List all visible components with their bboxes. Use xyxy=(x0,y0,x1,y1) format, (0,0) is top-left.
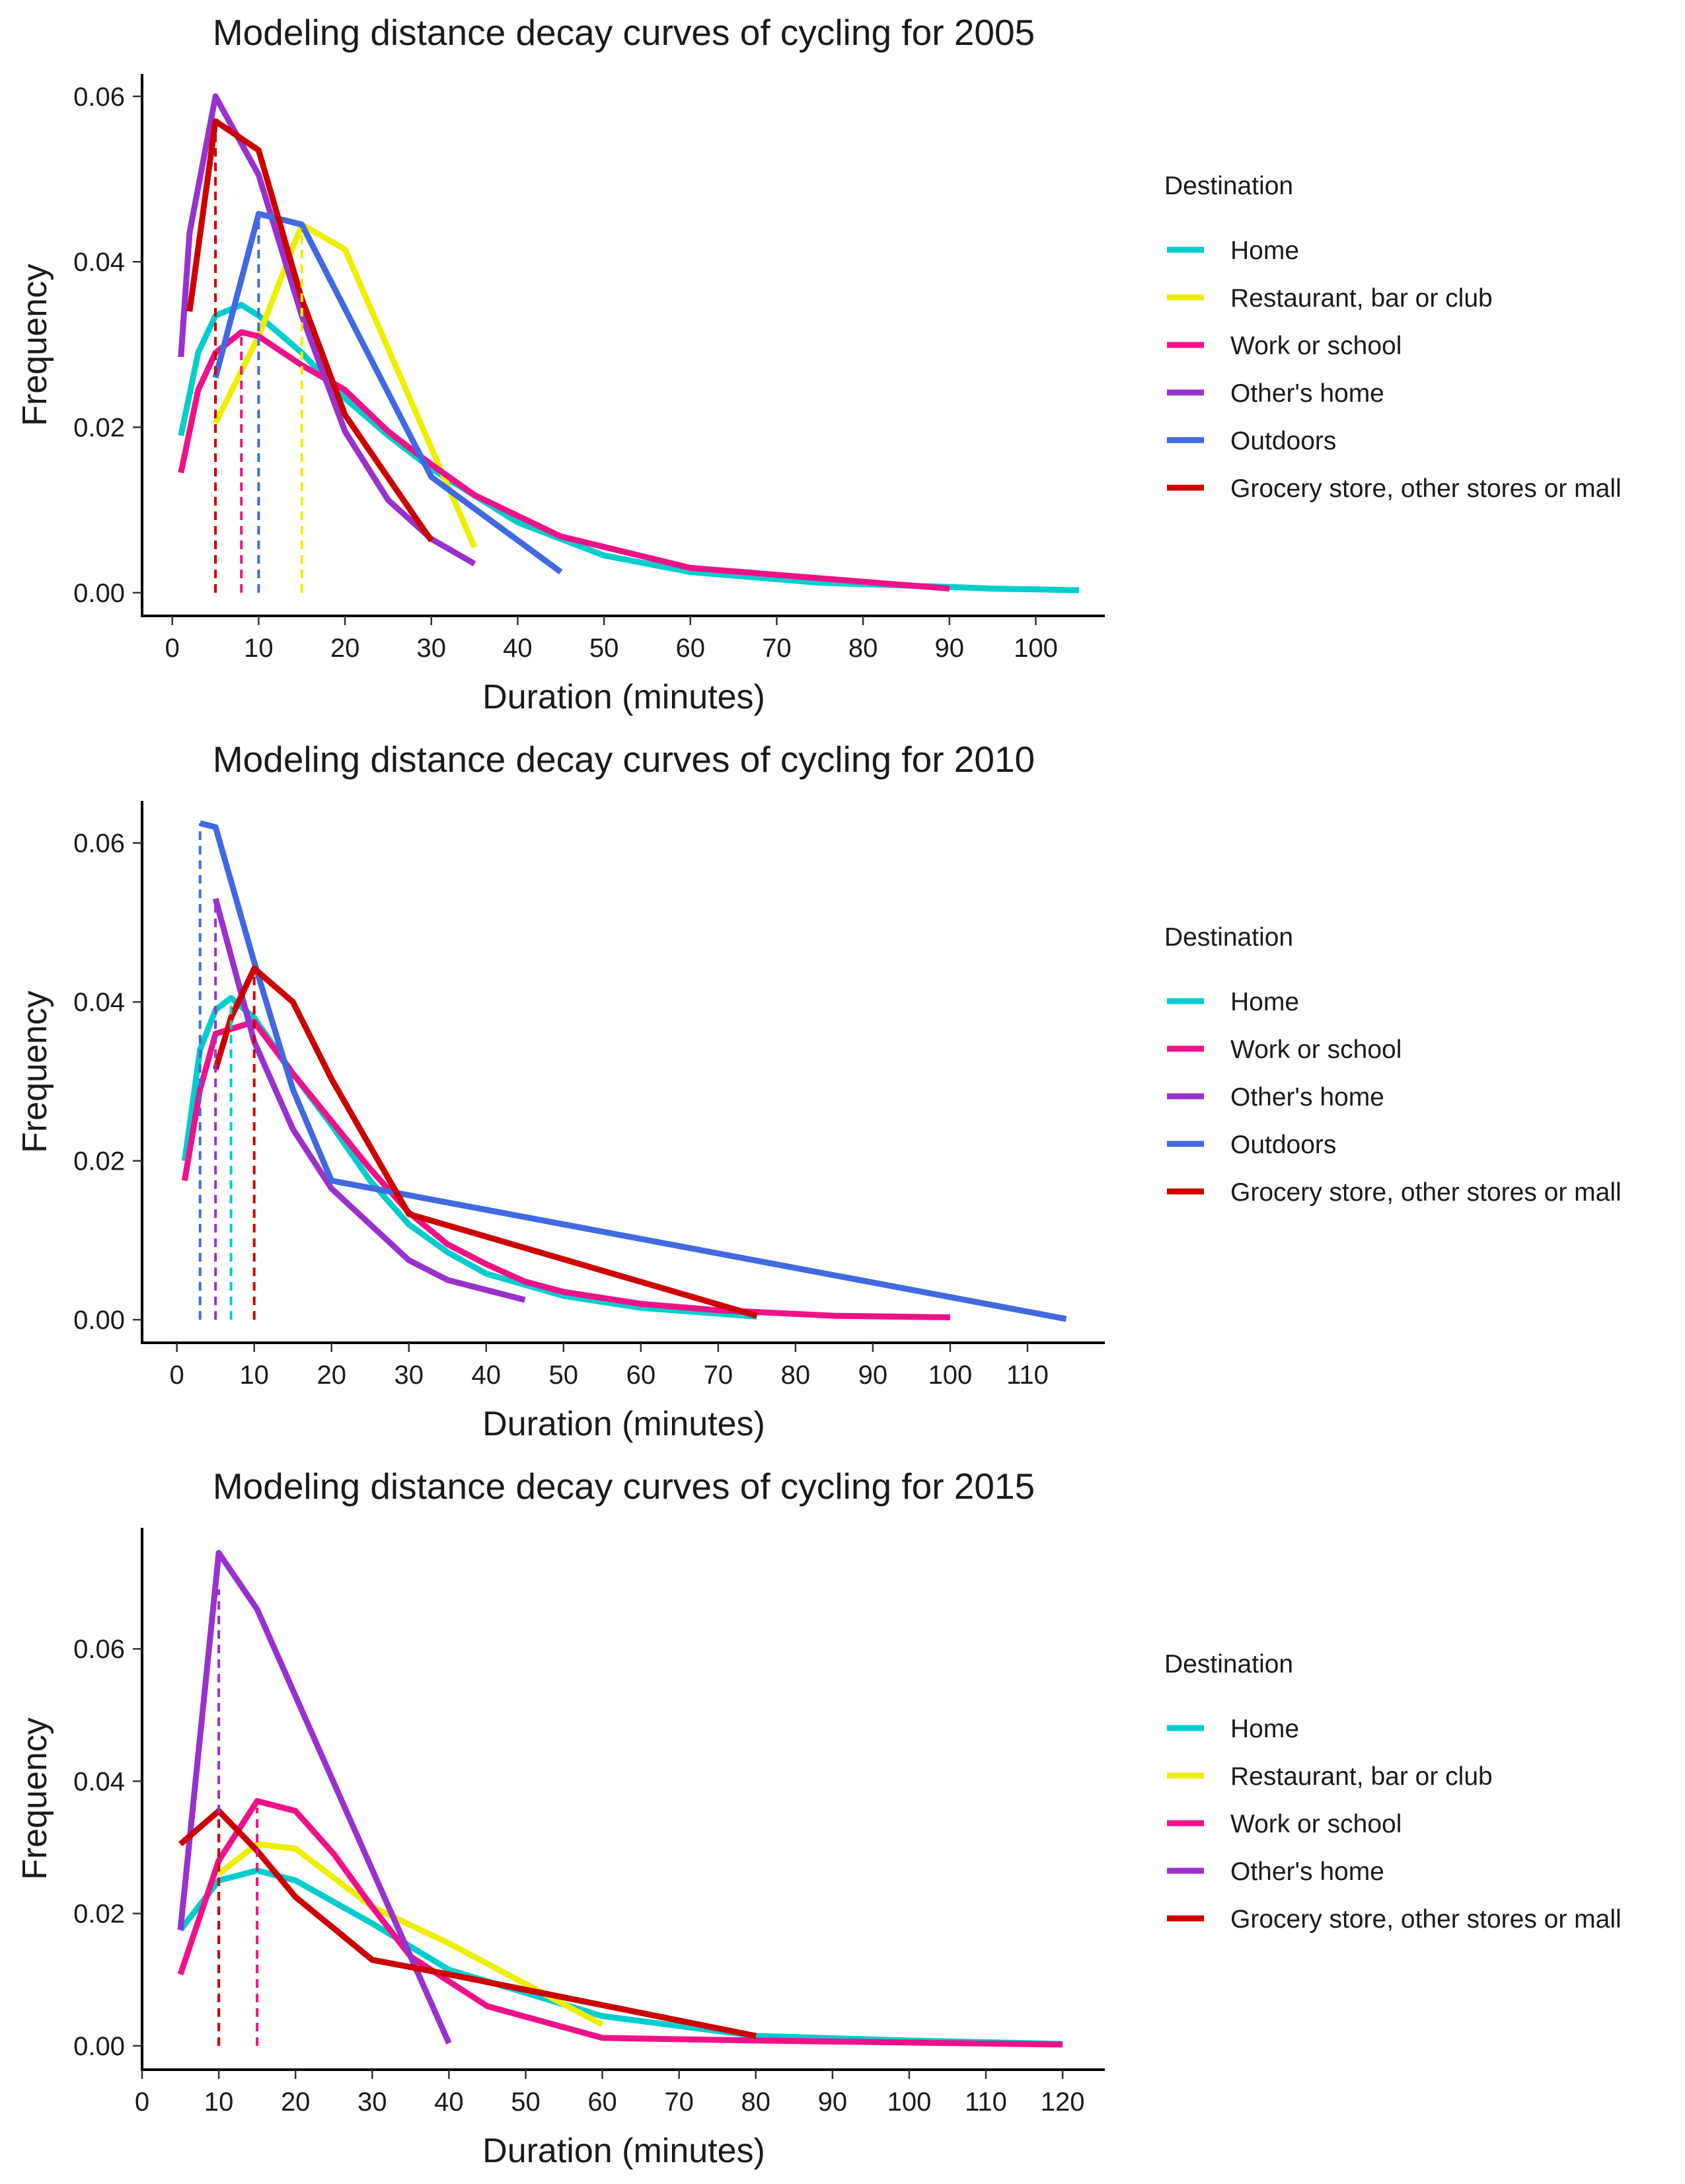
chart-title: Modeling distance decay curves of cyclin… xyxy=(213,1466,1035,1507)
legend-label: Restaurant, bar or club xyxy=(1230,284,1493,313)
x-tick-label: 120 xyxy=(1041,2088,1085,2117)
chart-panel-0: Modeling distance decay curves of cyclin… xyxy=(16,12,1622,716)
x-tick-label: 60 xyxy=(626,1361,656,1390)
x-tick-label: 100 xyxy=(887,2088,932,2117)
y-tick-label: 0.02 xyxy=(73,414,125,443)
legend-label: Home xyxy=(1230,1715,1299,1743)
legend-label: Restaurant, bar or club xyxy=(1230,1762,1493,1791)
y-tick-label: 0.00 xyxy=(73,1306,125,1335)
x-tick-label: 70 xyxy=(762,634,792,663)
x-tick-label: 50 xyxy=(549,1361,579,1390)
x-tick-label: 110 xyxy=(965,2088,1007,2117)
legend-title: Destination xyxy=(1164,1650,1293,1678)
x-tick-label: 30 xyxy=(357,2088,387,2117)
x-axis-title: Duration (minutes) xyxy=(482,2132,765,2170)
y-tick-label: 0.04 xyxy=(73,248,125,277)
x-tick-label: 80 xyxy=(848,634,878,663)
x-tick-label: 40 xyxy=(503,634,533,663)
series-line-3 xyxy=(177,1550,452,2045)
series-line-2 xyxy=(177,1798,1063,2048)
legend-title: Destination xyxy=(1164,172,1293,200)
x-tick-label: 90 xyxy=(858,1361,888,1390)
x-tick-label: 40 xyxy=(472,1361,502,1390)
x-axis-title: Duration (minutes) xyxy=(482,1405,765,1443)
legend-label: Work or school xyxy=(1230,1036,1402,1064)
x-tick-label: 50 xyxy=(589,634,619,663)
x-tick-label: 0 xyxy=(165,634,180,663)
x-tick-label: 100 xyxy=(928,1361,973,1390)
series-line-1 xyxy=(217,1841,604,2027)
x-tick-label: 20 xyxy=(317,1361,346,1390)
legend-label: Grocery store, other stores or mall xyxy=(1230,1178,1622,1207)
legend-label: Other's home xyxy=(1230,1083,1384,1111)
series-line-4 xyxy=(212,965,758,1319)
series-line-4 xyxy=(212,211,563,575)
legend-label: Home xyxy=(1230,237,1299,265)
x-tick-label: 80 xyxy=(741,2088,771,2117)
x-tick-label: 10 xyxy=(244,634,274,663)
x-tick-label: 20 xyxy=(281,2088,311,2117)
series-line-0 xyxy=(178,1867,1063,2047)
x-tick-label: 10 xyxy=(239,1361,269,1390)
y-tick-label: 0.06 xyxy=(73,829,125,858)
x-tick-label: 30 xyxy=(417,634,447,663)
legend-label: Work or school xyxy=(1230,332,1402,360)
y-tick-label: 0.02 xyxy=(73,1147,125,1176)
x-tick-label: 70 xyxy=(704,1361,733,1390)
x-tick-label: 90 xyxy=(935,634,965,663)
legend-label: Outdoors xyxy=(1230,427,1336,455)
series-line-3 xyxy=(199,820,1067,1322)
x-tick-label: 30 xyxy=(394,1361,424,1390)
y-tick-label: 0.06 xyxy=(73,83,125,112)
y-tick-label: 0.00 xyxy=(73,2032,125,2061)
x-tick-label: 80 xyxy=(781,1361,811,1390)
x-tick-label: 50 xyxy=(511,2088,541,2117)
series-line-5 xyxy=(186,118,434,543)
chart-panel-1: Modeling distance decay curves of cyclin… xyxy=(16,739,1622,1443)
y-axis-title: Frequency xyxy=(16,1717,54,1880)
chart-title: Modeling distance decay curves of cyclin… xyxy=(213,12,1035,53)
x-tick-label: 20 xyxy=(330,634,360,663)
x-tick-label: 0 xyxy=(170,1361,184,1390)
legend-label: Grocery store, other stores or mall xyxy=(1230,474,1622,503)
x-tick-label: 10 xyxy=(204,2088,234,2117)
x-tick-label: 70 xyxy=(664,2088,694,2117)
chart-panel-2: Modeling distance decay curves of cyclin… xyxy=(16,1466,1622,2170)
legend-title: Destination xyxy=(1164,923,1293,952)
legend-label: Grocery store, other stores or mall xyxy=(1230,1905,1622,1934)
x-tick-label: 100 xyxy=(1014,634,1058,663)
legend-label: Outdoors xyxy=(1230,1131,1336,1159)
legend-label: Other's home xyxy=(1230,1858,1384,1886)
x-tick-label: 60 xyxy=(676,634,706,663)
y-tick-label: 0.00 xyxy=(73,579,125,608)
series-line-0 xyxy=(178,301,1079,593)
x-tick-label: 0 xyxy=(135,2088,149,2117)
x-tick-label: 60 xyxy=(587,2088,617,2117)
x-axis-title: Duration (minutes) xyxy=(482,678,765,716)
legend-label: Other's home xyxy=(1230,379,1384,408)
y-tick-label: 0.04 xyxy=(73,988,125,1017)
y-axis-title: Frequency xyxy=(16,991,54,1153)
legend-label: Home xyxy=(1230,988,1299,1016)
x-tick-label: 90 xyxy=(818,2088,848,2117)
y-axis-title: Frequency xyxy=(16,264,54,426)
chart-title: Modeling distance decay curves of cyclin… xyxy=(213,739,1035,780)
x-tick-label: 40 xyxy=(434,2088,464,2117)
y-tick-label: 0.04 xyxy=(73,1767,125,1796)
y-tick-label: 0.02 xyxy=(73,1900,125,1929)
y-tick-label: 0.06 xyxy=(73,1635,125,1664)
legend-label: Work or school xyxy=(1230,1810,1402,1838)
series-line-1 xyxy=(181,1018,950,1320)
x-tick-label: 110 xyxy=(1006,1361,1049,1390)
